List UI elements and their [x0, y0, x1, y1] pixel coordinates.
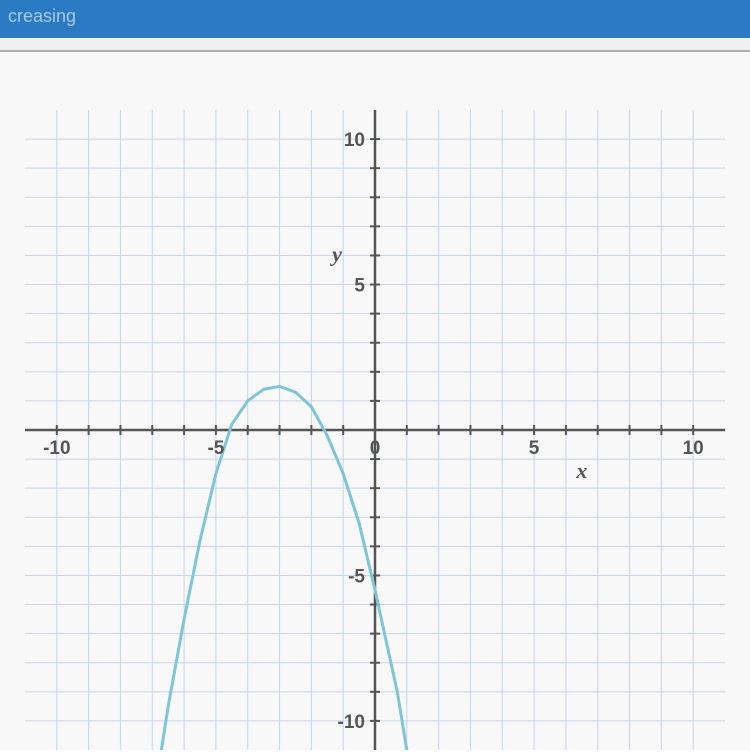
chart-svg: -10-50510-10-5510yx: [0, 110, 750, 750]
header-text: creasing: [8, 6, 76, 26]
svg-text:5: 5: [529, 438, 540, 459]
svg-text:-5: -5: [207, 438, 224, 459]
svg-text:-10: -10: [43, 438, 70, 459]
svg-text:5: 5: [354, 276, 365, 297]
svg-text:10: 10: [683, 438, 704, 459]
svg-text:-5: -5: [348, 566, 365, 587]
chart-container: -10-50510-10-5510yx: [0, 110, 750, 750]
svg-text:0: 0: [370, 438, 381, 459]
svg-text:10: 10: [344, 130, 365, 151]
spacer-strip: [0, 38, 750, 50]
svg-text:-10: -10: [338, 712, 365, 733]
header-bar: creasing: [0, 0, 750, 38]
top-white-area: [0, 52, 750, 110]
svg-text:x: x: [575, 458, 587, 483]
